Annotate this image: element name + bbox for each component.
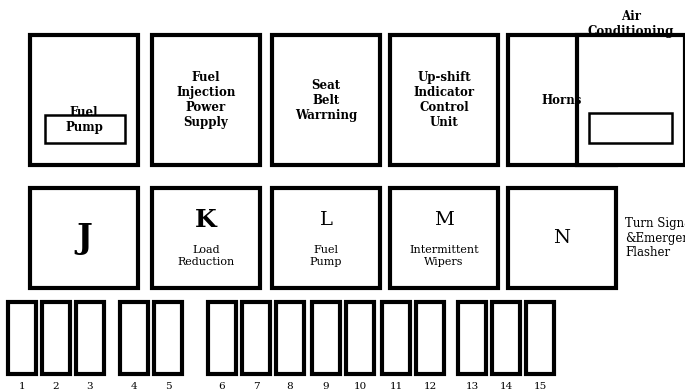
Bar	[390, 188, 498, 288]
Text: K: K	[195, 208, 217, 232]
Bar	[492, 302, 520, 374]
Text: Fuel
Pump: Fuel Pump	[65, 105, 103, 133]
Text: 13: 13	[465, 382, 479, 389]
Text: Seat
Belt
Warrning: Seat Belt Warrning	[295, 79, 357, 121]
Bar	[30, 35, 138, 165]
Text: 12: 12	[423, 382, 436, 389]
Text: L: L	[319, 211, 332, 229]
Bar	[30, 188, 138, 288]
Bar	[312, 302, 340, 374]
Text: 15: 15	[534, 382, 547, 389]
Text: Load
Reduction: Load Reduction	[177, 245, 235, 267]
Text: 9: 9	[323, 382, 329, 389]
Bar	[242, 302, 270, 374]
Bar	[152, 35, 260, 165]
Bar	[76, 302, 104, 374]
Text: Turn Signal
&Emergency
Flasher: Turn Signal &Emergency Flasher	[625, 217, 685, 259]
Text: 6: 6	[219, 382, 225, 389]
Bar	[42, 302, 70, 374]
Bar	[346, 302, 374, 374]
Bar	[272, 188, 380, 288]
Text: J: J	[76, 221, 92, 254]
Bar	[589, 113, 672, 143]
Bar	[8, 302, 36, 374]
Text: 11: 11	[389, 382, 403, 389]
Text: Intermittent
Wipers: Intermittent Wipers	[409, 245, 479, 267]
Text: Up-shift
Indicator
Control
Unit: Up-shift Indicator Control Unit	[414, 71, 475, 129]
Bar	[208, 302, 236, 374]
Text: 1: 1	[18, 382, 25, 389]
Text: 5: 5	[164, 382, 171, 389]
Bar	[416, 302, 444, 374]
Bar	[508, 35, 616, 165]
Bar	[152, 188, 260, 288]
Text: 2: 2	[53, 382, 60, 389]
Text: 14: 14	[499, 382, 512, 389]
Text: Air
Conditioning: Air Conditioning	[588, 10, 674, 38]
Text: 7: 7	[253, 382, 260, 389]
Text: 10: 10	[353, 382, 366, 389]
Text: Fuel
Injection
Power
Supply: Fuel Injection Power Supply	[176, 71, 236, 129]
Bar	[390, 35, 498, 165]
Bar	[154, 302, 182, 374]
Bar	[120, 302, 148, 374]
Text: Horns: Horns	[542, 93, 582, 107]
Text: M: M	[434, 211, 454, 229]
Text: Fuel
Pump: Fuel Pump	[310, 245, 342, 267]
Bar	[508, 188, 616, 288]
Bar	[458, 302, 486, 374]
Bar	[526, 302, 554, 374]
Text: N: N	[553, 229, 571, 247]
Text: 4: 4	[131, 382, 137, 389]
Text: 8: 8	[287, 382, 293, 389]
Bar	[577, 35, 685, 165]
Bar	[272, 35, 380, 165]
Bar	[276, 302, 304, 374]
Bar	[45, 115, 125, 143]
Text: 3: 3	[87, 382, 93, 389]
Bar	[382, 302, 410, 374]
